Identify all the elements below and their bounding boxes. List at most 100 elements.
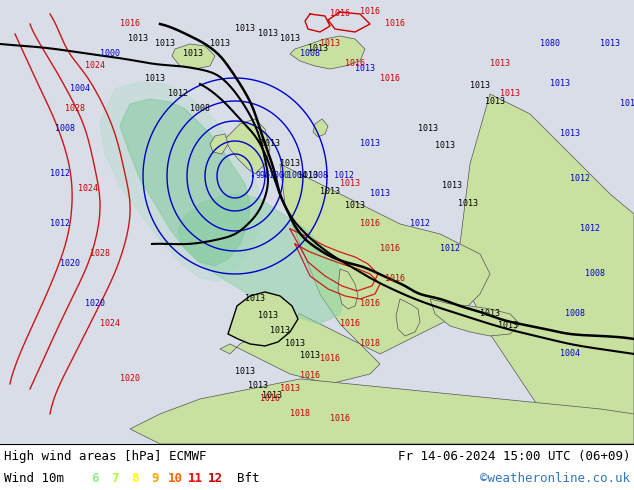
Text: 1012: 1012 xyxy=(333,172,354,180)
Polygon shape xyxy=(100,82,262,281)
Text: 1016: 1016 xyxy=(360,7,380,17)
Text: 1013: 1013 xyxy=(600,40,620,49)
Polygon shape xyxy=(228,292,298,346)
Polygon shape xyxy=(210,134,228,154)
Text: 1013: 1013 xyxy=(298,172,318,180)
Text: 1013: 1013 xyxy=(500,90,520,98)
Text: 1013: 1013 xyxy=(145,74,165,83)
Text: 8: 8 xyxy=(131,472,139,485)
Text: 1013: 1013 xyxy=(235,24,255,33)
Text: 1016: 1016 xyxy=(345,59,365,69)
Text: 1013: 1013 xyxy=(490,59,510,69)
Text: 1016: 1016 xyxy=(260,394,280,403)
Text: 9: 9 xyxy=(152,472,158,485)
Text: 1016: 1016 xyxy=(360,220,380,228)
Polygon shape xyxy=(460,94,634,444)
Text: 1013: 1013 xyxy=(308,45,328,53)
Polygon shape xyxy=(172,44,215,69)
Text: 1020: 1020 xyxy=(60,260,80,269)
Text: 1016: 1016 xyxy=(120,20,140,28)
Text: 1008: 1008 xyxy=(190,104,210,114)
Text: 1013: 1013 xyxy=(248,381,268,391)
Polygon shape xyxy=(120,99,250,266)
Text: 1016: 1016 xyxy=(330,9,350,19)
Text: 1008: 1008 xyxy=(565,310,585,318)
Text: 1004: 1004 xyxy=(560,349,580,359)
Text: 1013: 1013 xyxy=(550,79,570,89)
Text: High wind areas [hPa] ECMWF: High wind areas [hPa] ECMWF xyxy=(4,450,207,463)
Text: 1013: 1013 xyxy=(280,34,300,44)
Text: 1008: 1008 xyxy=(300,49,320,58)
Text: 1013: 1013 xyxy=(262,392,282,400)
Text: 1013: 1013 xyxy=(245,294,265,303)
Text: 1013: 1013 xyxy=(300,351,320,361)
Text: 1013: 1013 xyxy=(485,98,505,106)
Text: 10: 10 xyxy=(167,472,183,485)
Text: 1008: 1008 xyxy=(585,270,605,278)
Polygon shape xyxy=(313,119,328,137)
Text: 1013: 1013 xyxy=(458,199,478,208)
Text: 1013: 1013 xyxy=(155,40,175,49)
Text: 1013: 1013 xyxy=(345,201,365,211)
Text: 1013: 1013 xyxy=(270,326,290,336)
Text: 1013: 1013 xyxy=(560,129,580,139)
Polygon shape xyxy=(225,119,270,174)
Polygon shape xyxy=(290,36,365,69)
Text: 1013: 1013 xyxy=(435,142,455,150)
Polygon shape xyxy=(338,269,358,309)
Text: 1013: 1013 xyxy=(260,140,280,148)
Text: 1016: 1016 xyxy=(320,354,340,364)
Text: 1016: 1016 xyxy=(330,415,350,423)
Text: 996: 996 xyxy=(256,172,271,180)
Text: 1013: 1013 xyxy=(418,124,438,133)
Text: 1004: 1004 xyxy=(287,172,307,180)
Text: 1012: 1012 xyxy=(570,174,590,183)
Text: 1024: 1024 xyxy=(78,184,98,194)
Text: 1024: 1024 xyxy=(85,61,105,71)
Text: 1000: 1000 xyxy=(100,49,120,58)
Text: 1013: 1013 xyxy=(280,385,300,393)
Text: 1012: 1012 xyxy=(580,224,600,233)
Text: 1013: 1013 xyxy=(210,40,230,49)
Text: Wind 10m: Wind 10m xyxy=(4,472,64,485)
Text: 1013: 1013 xyxy=(355,65,375,74)
Text: 1013: 1013 xyxy=(498,321,518,330)
Text: 12: 12 xyxy=(207,472,223,485)
Polygon shape xyxy=(280,164,490,354)
Text: 1013: 1013 xyxy=(128,34,148,44)
Text: 1024: 1024 xyxy=(100,319,120,328)
Text: 1018: 1018 xyxy=(360,340,380,348)
Text: 1012: 1012 xyxy=(410,220,430,228)
Text: 1013: 1013 xyxy=(235,368,255,376)
Text: 1016: 1016 xyxy=(380,245,400,253)
Text: 1016: 1016 xyxy=(385,274,405,283)
Text: 1018: 1018 xyxy=(290,410,310,418)
Text: 1080: 1080 xyxy=(540,40,560,49)
Text: 1008: 1008 xyxy=(308,172,328,180)
Polygon shape xyxy=(220,314,380,384)
Text: 1013: 1013 xyxy=(258,312,278,320)
Text: 1013: 1013 xyxy=(370,190,390,198)
Text: ©weatheronline.co.uk: ©weatheronline.co.uk xyxy=(480,472,630,485)
Text: 1000: 1000 xyxy=(269,172,288,180)
Text: 6: 6 xyxy=(91,472,99,485)
Text: 1013: 1013 xyxy=(620,99,634,108)
Text: 7: 7 xyxy=(111,472,119,485)
Text: 1012: 1012 xyxy=(50,170,70,178)
Text: 1004: 1004 xyxy=(70,84,90,94)
Text: 1028: 1028 xyxy=(90,249,110,258)
Text: Bft: Bft xyxy=(237,472,259,485)
Polygon shape xyxy=(396,299,420,336)
Text: 1012: 1012 xyxy=(50,220,70,228)
Polygon shape xyxy=(130,379,634,444)
Text: 1013: 1013 xyxy=(320,40,340,49)
Text: 1013: 1013 xyxy=(340,179,360,189)
Text: 1016: 1016 xyxy=(385,20,405,28)
Polygon shape xyxy=(430,299,520,336)
Text: 1013: 1013 xyxy=(258,29,278,39)
Text: 1016: 1016 xyxy=(300,371,320,380)
Text: 1016: 1016 xyxy=(340,319,360,328)
Text: 1013: 1013 xyxy=(320,188,340,196)
Text: 1013: 1013 xyxy=(470,81,490,91)
Text: Fr 14-06-2024 15:00 UTC (06+09): Fr 14-06-2024 15:00 UTC (06+09) xyxy=(398,450,630,463)
